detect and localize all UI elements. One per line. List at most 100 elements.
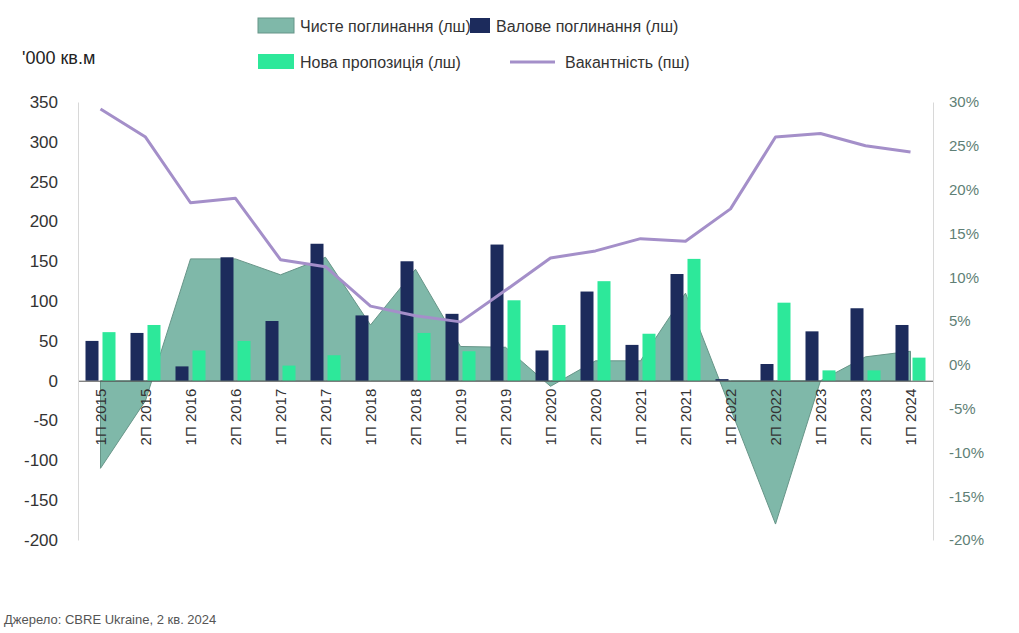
- y-tick: 150: [30, 252, 78, 271]
- legend-swatch: [510, 61, 555, 64]
- x-axis-line: [79, 381, 934, 382]
- y-tick: 50: [39, 332, 78, 351]
- x-tick-label: 1П 2021: [632, 389, 649, 446]
- bar: [671, 274, 684, 381]
- y-tick: 350: [30, 93, 78, 112]
- x-tick-label: 1П 2022: [722, 389, 739, 446]
- x-tick-label: 1П 2016: [182, 389, 199, 446]
- x-tick-label: 2П 2022: [767, 389, 784, 446]
- y2-tick: -10%: [933, 444, 984, 461]
- y-tick: -50: [33, 411, 78, 430]
- y2-tick: -5%: [933, 400, 976, 417]
- bar: [913, 358, 926, 381]
- bar: [283, 366, 296, 381]
- y-tick: -150: [24, 491, 78, 510]
- bar: [193, 350, 206, 380]
- y2-tick-label: 20%: [949, 181, 979, 198]
- x-tick: 2П 2016: [227, 381, 244, 446]
- x-tick-label: 2П 2021: [677, 389, 694, 446]
- x-tick: 1П 2018: [362, 381, 379, 446]
- y2-tick-label: -15%: [949, 488, 984, 505]
- bar: [176, 366, 189, 380]
- chart: 1П 2015 2П 2015 1П 2016 2П 2016 1П 2017 2П 20…: [0, 0, 1019, 633]
- y-tick: 0: [49, 372, 78, 391]
- bar: [418, 333, 431, 381]
- x-tick-label: 2П 2020: [587, 389, 604, 446]
- y-tick-label: 200: [30, 212, 58, 231]
- bar: [536, 350, 549, 380]
- y-tick-label: 250: [30, 173, 58, 192]
- x-axis: 1П 2015 2П 2015 1П 2016 2П 2016 1П 2017 2П 20…: [79, 381, 934, 446]
- x-tick: 2П 2022: [767, 381, 784, 446]
- y2-tick-label: 30%: [949, 93, 979, 110]
- y2-tick-label: -20%: [949, 531, 984, 548]
- x-tick-label: 2П 2016: [227, 389, 244, 446]
- bar: [896, 325, 909, 381]
- x-tick: 2П 2018: [407, 381, 424, 446]
- x-tick-label: 1П 2018: [362, 389, 379, 446]
- y-tick-label: 100: [30, 292, 58, 311]
- x-tick: 1П 2016: [182, 381, 199, 446]
- y2-tick: 20%: [933, 181, 979, 198]
- legend-label: Валове поглинання (лш): [496, 18, 678, 35]
- y-axis: -200-150-100-50050100150200250300350: [24, 93, 79, 550]
- x-tick: 1П 2017: [272, 381, 289, 446]
- y2-tick-label: 25%: [949, 137, 979, 154]
- x-tick-label: 1П 2020: [542, 389, 559, 446]
- bar: [86, 341, 99, 381]
- bar: [626, 345, 639, 381]
- x-tick-label: 1П 2019: [452, 389, 469, 446]
- bar: [463, 351, 476, 380]
- x-tick-label: 2П 2023: [857, 389, 874, 446]
- y2-tick-label: 15%: [949, 225, 979, 242]
- legend-label: Чисте поглинання (лш): [300, 18, 471, 35]
- x-tick: 2П 2015: [137, 381, 154, 446]
- x-tick-label: 2П 2017: [317, 389, 334, 446]
- legend-item: Валове поглинання (лш): [470, 18, 678, 35]
- bar: [581, 292, 594, 381]
- bar: [688, 259, 701, 381]
- y2-axis-line: [933, 103, 934, 541]
- bar: [716, 379, 729, 381]
- x-tick: 1П 2024: [902, 381, 919, 446]
- bar: [508, 300, 521, 380]
- bar: [643, 334, 656, 381]
- y2-tick-label: 10%: [949, 269, 979, 286]
- bar: [131, 333, 144, 381]
- y-tick-label: 50: [39, 332, 58, 351]
- bar: [868, 370, 881, 380]
- y-tick-label: -50: [33, 411, 58, 430]
- x-tick: 2П 2019: [497, 381, 514, 446]
- legend-item: Нова пропозиція (лш): [258, 54, 461, 71]
- y-tick: 250: [30, 173, 78, 192]
- y2-tick: 5%: [933, 312, 971, 329]
- bar: [266, 321, 279, 381]
- x-tick: 2П 2017: [317, 381, 334, 446]
- x-tick-label: 1П 2015: [92, 389, 109, 446]
- x-tick: 2П 2023: [857, 381, 874, 446]
- bar: [806, 331, 819, 380]
- legend-swatch: [258, 18, 294, 33]
- y-tick-label: 150: [30, 252, 58, 271]
- bar: [356, 315, 369, 380]
- bar: [446, 314, 459, 381]
- y-tick: 200: [30, 212, 78, 231]
- y2-tick-label: -5%: [949, 400, 976, 417]
- y2-tick: 30%: [933, 93, 979, 110]
- legend-swatch: [470, 18, 490, 33]
- y-tick-label: -100: [24, 451, 58, 470]
- x-tick: 1П 2023: [812, 381, 829, 446]
- y-tick: 300: [30, 133, 78, 152]
- x-tick-label: 1П 2017: [272, 389, 289, 446]
- bar: [761, 364, 774, 381]
- x-tick-label: 2П 2019: [497, 389, 514, 446]
- y-tick-label: 350: [30, 93, 58, 112]
- y2-tick-label: -10%: [949, 444, 984, 461]
- bar: [328, 355, 341, 380]
- legend: Чисте поглинання (лш) Валове поглинання (…: [258, 18, 690, 71]
- plot-area: [86, 109, 926, 524]
- x-tick-label: 1П 2023: [812, 389, 829, 446]
- source-note: Джерело: CBRE Ukraine, 2 кв. 2024: [4, 612, 216, 627]
- y-axis-title: '000 кв.м: [22, 48, 95, 68]
- x-tick: 1П 2020: [542, 381, 559, 446]
